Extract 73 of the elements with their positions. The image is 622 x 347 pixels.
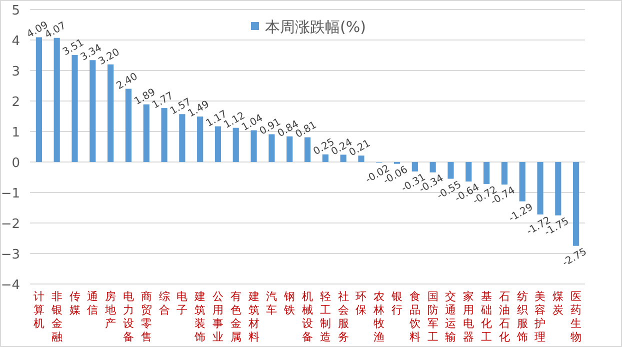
bar	[412, 162, 418, 172]
y-tick-label: −3	[0, 248, 20, 262]
y-tick-label: 2	[12, 95, 20, 110]
bar	[519, 162, 526, 202]
bar	[54, 38, 60, 162]
x-tick-label: 国防军工	[427, 290, 438, 344]
bar	[358, 156, 364, 162]
bar	[304, 137, 311, 162]
bar	[72, 54, 78, 162]
bar	[268, 134, 275, 162]
bar	[537, 162, 544, 214]
x-tick-label: 建筑装饰	[194, 290, 206, 344]
data-label: -2.75	[560, 246, 589, 269]
x-tick-label: 基础化工	[480, 290, 492, 344]
bar	[108, 64, 114, 162]
x-tick-label: 钢铁	[283, 290, 296, 316]
bar	[179, 114, 186, 162]
x-tick-label: 电力设备	[122, 290, 134, 344]
x-tick-label: 机械设备	[302, 290, 313, 344]
bar	[197, 116, 204, 162]
bar	[90, 60, 96, 162]
x-tick-label: 非银金融	[50, 290, 62, 344]
x-tick-label: 美容护理	[534, 290, 546, 344]
y-tick-label: −1	[0, 186, 20, 202]
x-tick-label: 综合	[158, 290, 170, 316]
x-tick-label: 汽车	[266, 290, 278, 316]
x-tick-label: 交通运输	[445, 290, 456, 344]
bar	[214, 126, 222, 162]
x-tick-label: 公用事业	[212, 290, 224, 344]
y-tick-label: −2	[0, 217, 20, 232]
bar	[36, 37, 42, 162]
data-label: 2.40	[114, 71, 140, 92]
bar	[430, 162, 436, 172]
x-tick-label: 轻工制造	[320, 290, 331, 344]
x-tick-label: 电子	[176, 290, 188, 316]
y-tick-label: 1	[12, 126, 20, 140]
y-tick-label: −4	[0, 278, 20, 293]
bar	[340, 154, 346, 162]
x-tick-label: 石油石化	[498, 290, 510, 344]
x-tick-label: 传媒	[69, 290, 80, 316]
bar	[448, 162, 454, 179]
bar	[555, 162, 562, 216]
bar	[466, 162, 472, 182]
bar	[322, 154, 328, 162]
x-tick-label: 社会服务	[338, 290, 349, 344]
bar	[250, 130, 257, 162]
x-tick-label: 煤炭	[552, 290, 564, 316]
x-tick-label: 银行	[390, 290, 403, 316]
x-tick-label: 房地产	[104, 290, 116, 330]
bar	[286, 136, 293, 162]
x-tick-label: 商贸零售	[140, 290, 152, 344]
y-tick-label: 0	[12, 156, 20, 171]
bar	[161, 108, 168, 162]
bar	[483, 162, 490, 184]
x-tick-label: 纺织服饰	[516, 290, 528, 344]
bar	[232, 128, 239, 162]
bar	[573, 162, 580, 246]
x-tick-label: 环保	[356, 290, 367, 316]
bar	[143, 104, 150, 162]
bar	[501, 162, 508, 185]
x-tick-label: 建筑材料	[247, 290, 260, 344]
x-tick-label: 通信	[87, 290, 98, 316]
x-tick-label: 计算机	[33, 290, 44, 330]
x-tick-label: 家用电器	[463, 290, 474, 344]
x-tick-label: 医药生物	[570, 290, 582, 344]
y-tick-label: 4	[12, 34, 20, 49]
x-tick-label: 农林牧渔	[372, 290, 385, 344]
legend-label: 本周涨跌幅(%)	[265, 18, 366, 36]
y-tick-label: 3	[12, 64, 20, 80]
x-tick-label: 有色金属	[230, 290, 242, 344]
bar	[125, 88, 132, 162]
y-tick-label: 5	[12, 4, 20, 18]
x-tick-label: 食品饮料	[408, 290, 420, 344]
